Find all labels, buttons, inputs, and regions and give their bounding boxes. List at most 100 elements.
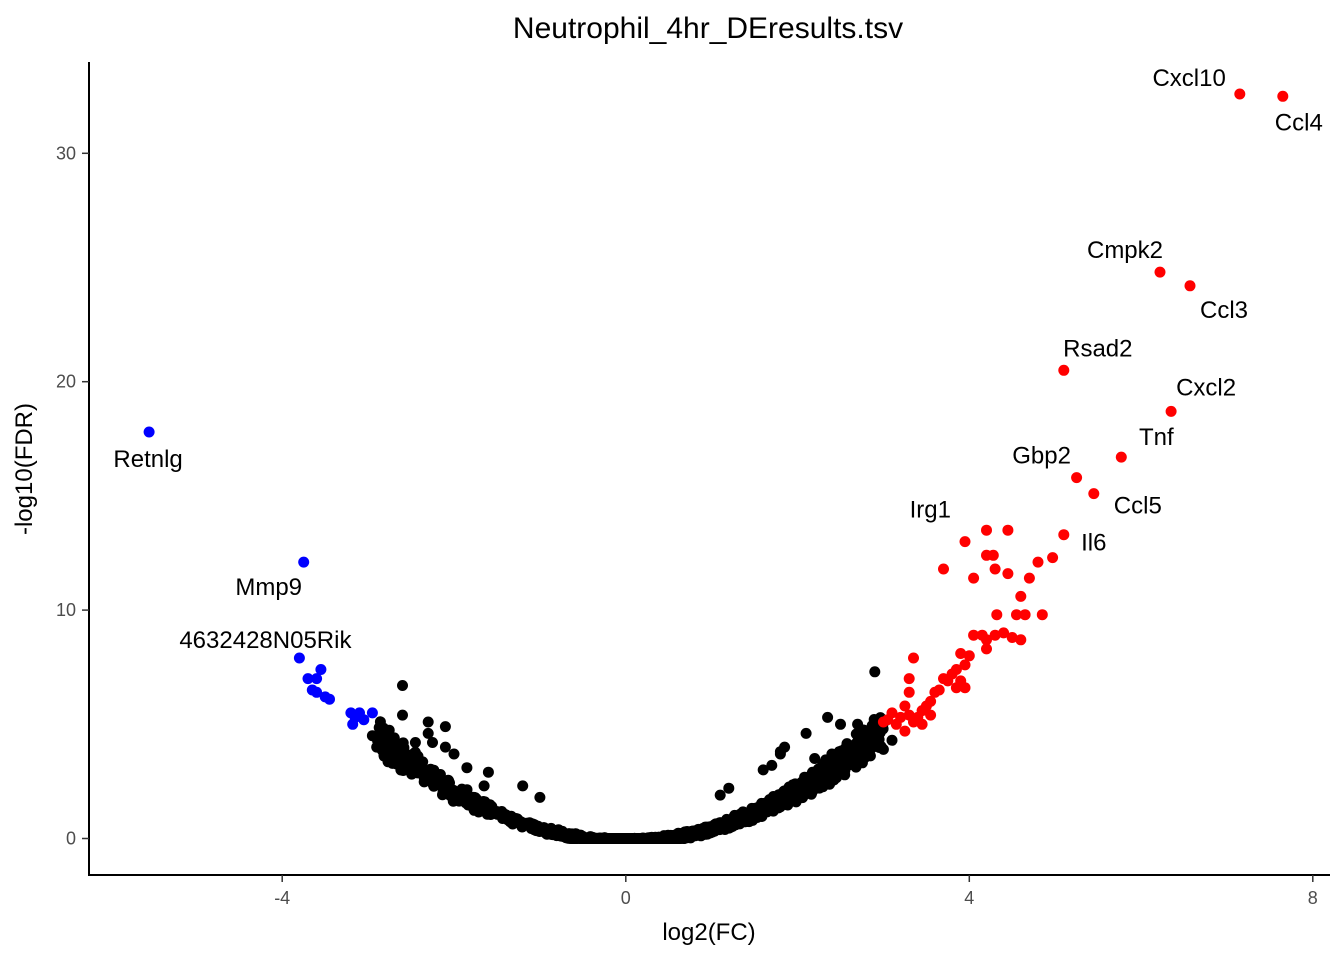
ns-point [785,793,797,805]
ns-point [714,789,726,801]
labeled-gene-point [1165,405,1177,417]
ns-point [462,790,474,802]
ns-point [723,782,735,794]
x-axis-label: log2(FC) [662,919,755,946]
ns-point [439,721,451,733]
gene-label: Mmp9 [235,574,302,601]
up-point [890,718,902,730]
up-point [959,682,971,694]
down-point [347,718,359,730]
labeled-gene-point [293,652,305,664]
gene-label: 4632428N05Rik [179,627,352,654]
up-point [899,725,911,737]
ns-point [534,791,546,803]
ns-point [379,734,391,746]
ns-point [542,825,553,837]
up-point [955,648,967,659]
ns-point [809,753,821,764]
labeled-gene-point [1071,472,1083,484]
x-tick-label: 0 [621,888,631,908]
up-point [903,686,915,698]
ns-point [405,750,417,762]
up-point [903,673,915,685]
gene-label: Cxcl10 [1152,65,1225,92]
up-point [963,650,975,662]
down-point [315,664,327,675]
y-tick-label: 0 [66,829,76,849]
y-tick-label: 20 [56,372,76,392]
gene-label: Irg1 [910,497,951,524]
up-point [950,664,962,675]
ns-point [427,774,439,786]
ns-point [437,789,448,801]
up-point [950,682,962,694]
ns-point [482,766,494,778]
ns-point [427,737,438,748]
ns-point [831,772,842,784]
ns-point [768,799,780,811]
gene-label: Cxcl2 [1176,374,1236,401]
ns-point [443,775,455,787]
up-point [1011,609,1022,621]
up-point [1023,572,1035,584]
ns-point [412,767,423,779]
up-point [1019,609,1031,621]
up-point [908,716,919,728]
up-point [916,718,928,730]
up-point [989,563,1001,575]
ns-point [651,832,663,844]
ns-point [461,762,473,774]
ns-point [766,759,778,771]
ns-point [388,739,400,751]
ns-point [473,806,485,818]
ns-point [826,748,838,760]
ns-point [795,787,807,799]
gene-label: Cmpk2 [1087,237,1163,264]
labeled-gene-point [1154,266,1166,278]
ns-point [564,833,576,844]
ns-point [366,730,378,742]
up-point [968,629,980,641]
ns-point [843,755,855,767]
up-point [968,572,980,584]
gene-label: Ccl4 [1275,109,1323,136]
ns-point [757,764,769,776]
ns-point [597,833,609,844]
down-point [311,673,323,685]
axes: -4 0 4 8 0 10 20 30 [56,62,1330,908]
labeled-gene-point [1088,488,1100,500]
up-point [933,684,945,696]
ns-point [813,780,825,792]
gene-label: Retnlg [113,446,182,473]
up-point [899,700,911,712]
ns-point [409,737,421,748]
down-point [306,684,318,696]
labeled-gene-point [1184,280,1196,292]
ns-point [422,727,434,739]
labeled-gene-point [143,426,155,438]
x-tick-label: 8 [1308,888,1318,908]
down-point [358,714,370,726]
up-point [1006,632,1018,643]
up-point [989,629,1001,641]
up-point [991,609,1003,621]
ns-point [630,833,642,844]
up-point [1002,524,1014,536]
ns-point [428,764,440,776]
up-point [908,652,919,664]
up-point [981,634,992,646]
up-point [1015,634,1027,646]
ns-point [828,757,840,769]
ns-point [448,748,460,760]
up-point [925,709,937,721]
ns-point [374,716,386,728]
ns-point [397,680,408,691]
ns-point [675,833,687,844]
y-tick-label: 10 [56,600,76,620]
ns-point [686,828,698,840]
up-point [1032,556,1044,568]
labeled-gene-point [298,556,310,568]
ns-point [697,827,709,838]
y-tick-label: 30 [56,143,76,163]
